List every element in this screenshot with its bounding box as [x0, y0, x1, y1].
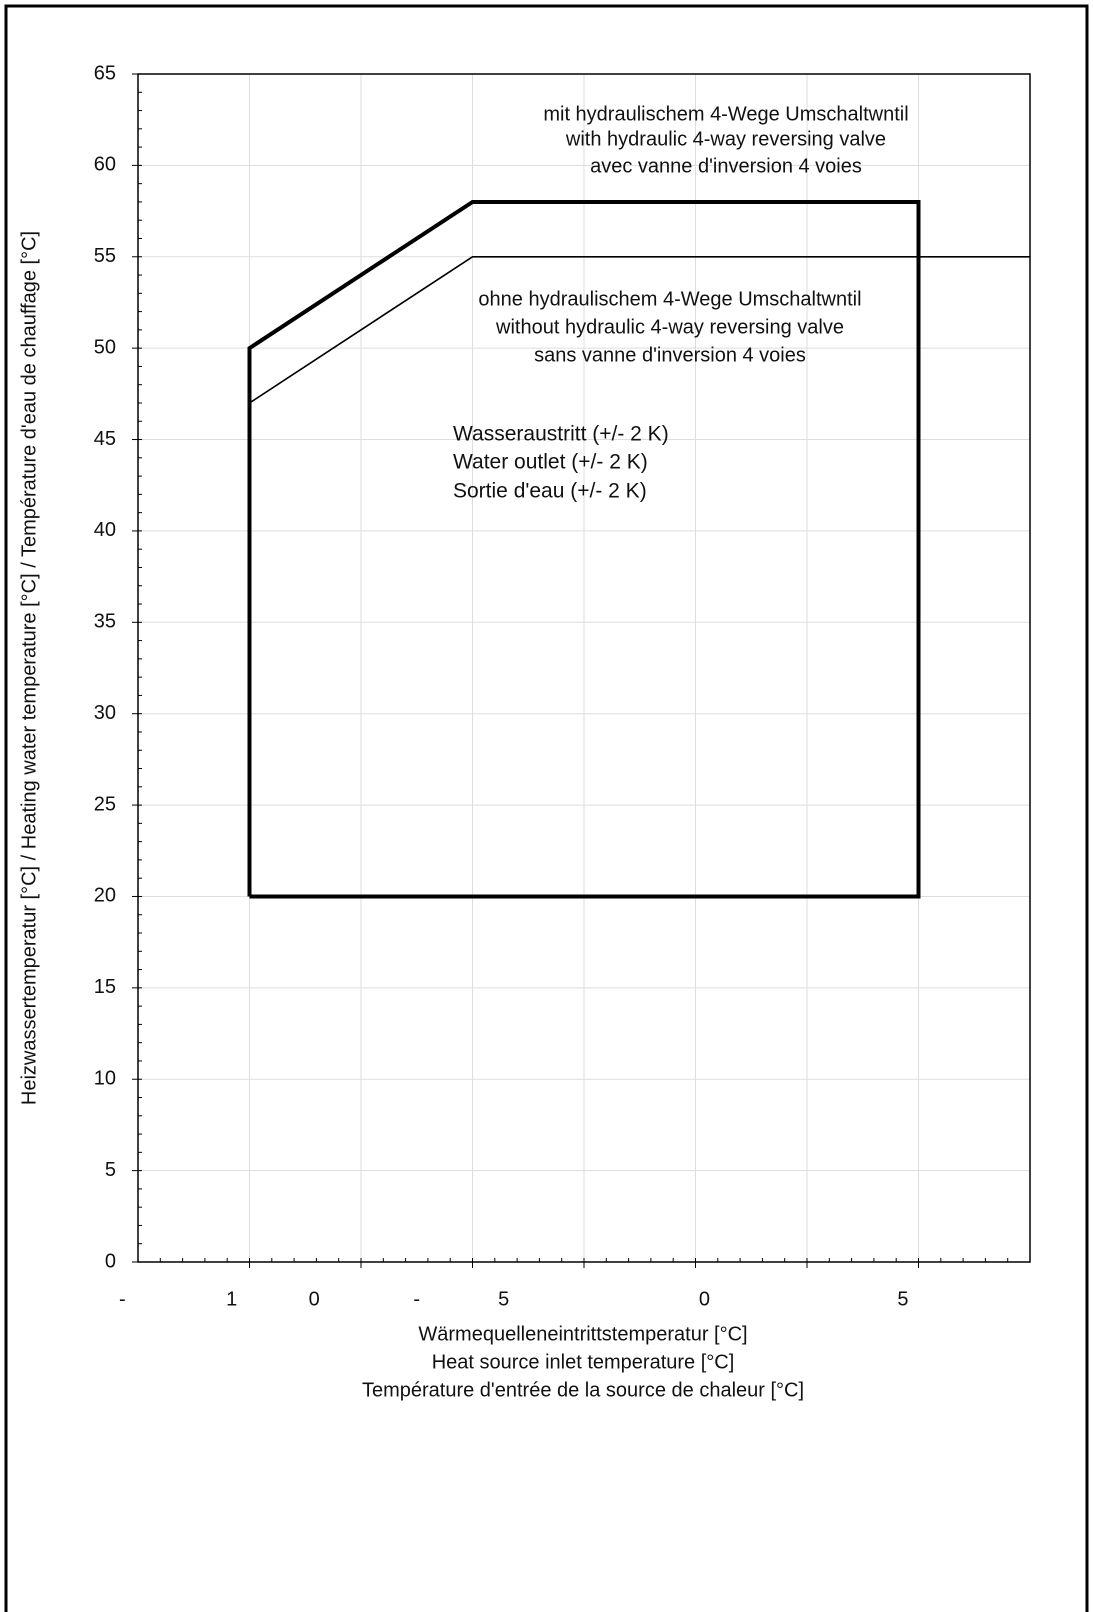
y-tick-label: 55	[94, 245, 116, 267]
annotation: mit hydraulischem 4-Wege Umschaltwntil	[543, 103, 908, 125]
y-tick-label: 40	[94, 519, 116, 541]
y-tick-label: 15	[94, 976, 116, 998]
x-tick-label: 5	[897, 1288, 908, 1310]
y-tick-label: 20	[94, 885, 116, 907]
x-axis-title: Température d'entrée de la source de cha…	[362, 1379, 804, 1401]
plot-frame	[137, 73, 1031, 1263]
y-tick-label: 60	[94, 154, 116, 176]
envelope-line	[247, 199, 921, 899]
y-tick-label: 50	[94, 336, 116, 358]
x-tick-label: 0	[309, 1288, 320, 1310]
x-tick-label: 1	[226, 1288, 237, 1310]
y-tick-label: 65	[94, 62, 116, 84]
y-tick-label: 10	[94, 1068, 116, 1090]
x-tick-label: 0	[699, 1288, 710, 1310]
x-tick-label: -	[413, 1288, 420, 1310]
annotation: with hydraulic 4-way reversing valve	[565, 128, 886, 150]
y-axis-title: Heizwassertemperatur [°C] / Heating wate…	[18, 231, 40, 1105]
x-tick-label: -	[119, 1288, 126, 1310]
y-tick-label: 0	[105, 1250, 116, 1272]
envelope-line	[249, 255, 1030, 404]
annotation: ohne hydraulischem 4-Wege Umschaltwntil	[478, 288, 861, 310]
y-tick-label: 35	[94, 611, 116, 633]
annotation: avec vanne d'inversion 4 voies	[590, 155, 862, 177]
x-axis-title: Wärmequelleneintrittstemperatur [°C]	[418, 1323, 747, 1345]
annotation: Water outlet (+/- 2 K)	[453, 451, 648, 474]
x-axis-title: Heat source inlet temperature [°C]	[432, 1351, 735, 1373]
annotation: Wasseraustritt (+/- 2 K)	[453, 423, 669, 446]
y-tick-label: 25	[94, 793, 116, 815]
annotation: sans vanne d'inversion 4 voies	[534, 344, 806, 366]
y-tick-label: 30	[94, 702, 116, 724]
x-tick-label: 5	[498, 1288, 509, 1310]
y-tick-label: 5	[105, 1159, 116, 1181]
y-tick-label: 45	[94, 428, 116, 450]
annotation: Sortie d'eau (+/- 2 K)	[453, 480, 647, 503]
page-border	[4, 4, 1089, 1612]
annotation: without hydraulic 4-way reversing valve	[495, 316, 844, 338]
